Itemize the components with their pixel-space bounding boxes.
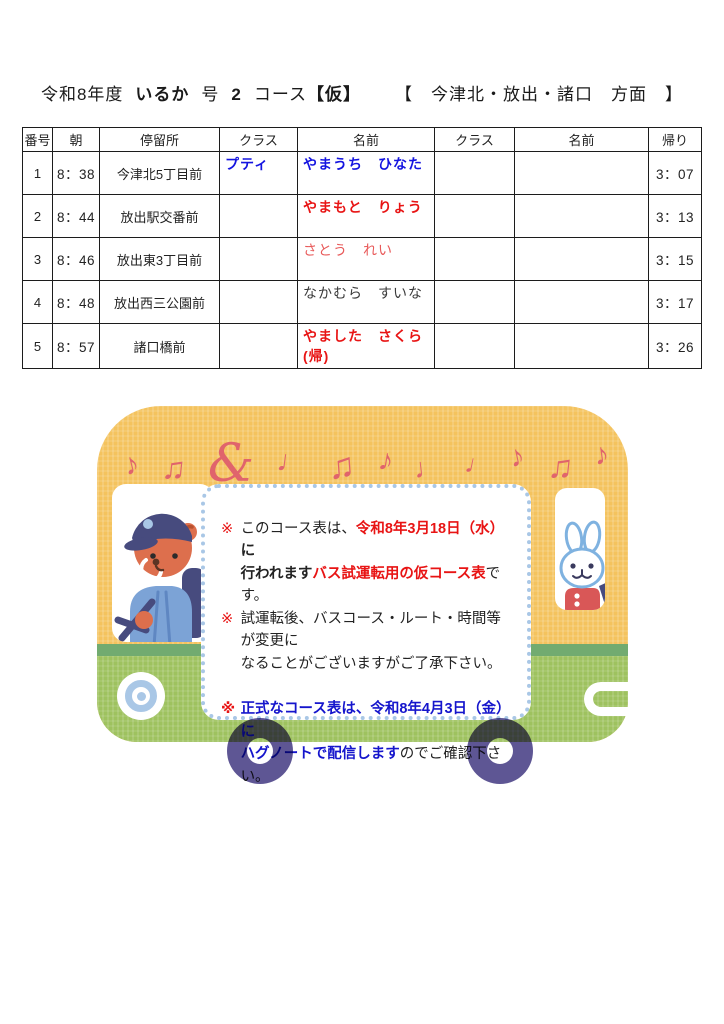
reference-mark: ※ xyxy=(221,610,234,627)
header-return: 帰り xyxy=(648,127,702,152)
student-name: さとう れい xyxy=(303,242,393,258)
notice-1-date: 令和8年3月18日（水） xyxy=(355,521,505,537)
morning-time: 8：48 xyxy=(52,280,100,324)
stop-name: 放出駅交番前 xyxy=(99,194,220,238)
headlight-icon xyxy=(117,672,165,720)
notice-panel: ※ このコース表は、令和8年3月18日（水） に 行われますバス試運転用の仮コース表… xyxy=(201,484,531,785)
reference-mark: ※ xyxy=(221,701,236,718)
notice-2: ※ 試運転後、バスコース・ルート・時間等が変更に なることがございますがご了承下さ… xyxy=(221,608,515,675)
title-course-word: コース xyxy=(253,85,308,104)
stop-name: 放出西三公園前 xyxy=(99,280,220,324)
music-note-icon: ♪ xyxy=(591,437,612,473)
table-row: 5 8：57 諸口橋前 やました さくら(帰) 3：26 xyxy=(22,323,702,369)
row-number: 4 xyxy=(22,280,53,324)
morning-time: 8：57 xyxy=(52,323,100,369)
row-number: 2 xyxy=(22,194,53,238)
title-area: 【 今津北・放出・諸口 方面 】 xyxy=(395,85,684,104)
header-class-2: クラス xyxy=(434,127,515,152)
return-time: 3：26 xyxy=(648,323,702,369)
door-handle-icon xyxy=(584,682,630,716)
notice-2-text2: なることがございますがご了承下さい。 xyxy=(240,655,502,672)
title-course-number: 2 xyxy=(231,85,242,104)
stop-name: 諸口橋前 xyxy=(99,323,220,369)
notice-1: ※ このコース表は、令和8年3月18日（水） に 行われますバス試運転用の仮コース表… xyxy=(221,518,515,608)
class-label: プティ xyxy=(225,156,270,172)
title-provisional: 【仮】 xyxy=(307,85,362,104)
music-notes-row: ♪ ♫ & ♩ ♫ ♪ ♩ ♩ ♪ ♫ ♪ xyxy=(120,422,612,490)
morning-time: 8：44 xyxy=(52,194,100,238)
bear-driver-icon xyxy=(114,513,206,642)
music-note-icon: ♩ xyxy=(462,447,494,483)
page-title: 令和8年度 いるか号 2 コース【仮】 【 今津北・放出・諸口 方面 】 xyxy=(0,80,724,105)
student-name: やまうち ひなた xyxy=(303,156,423,172)
student-name: なかむら すいな xyxy=(303,285,423,301)
header-morning: 朝 xyxy=(52,127,100,152)
row-number: 5 xyxy=(22,323,53,369)
schedule-table: 番号 朝 停留所 クラス 名前 クラス 名前 帰り 1 8：38 今津北5丁目前… xyxy=(22,127,702,369)
return-time: 3：13 xyxy=(648,194,702,238)
student-name: やまもと りょう xyxy=(303,199,423,215)
notice-1-particle: に xyxy=(240,543,256,560)
return-time: 3：15 xyxy=(648,237,702,281)
music-note-icon: ♪ xyxy=(120,446,143,483)
header-number: 番号 xyxy=(22,127,53,152)
treble-clef-icon: & xyxy=(207,434,255,494)
stop-name: 今津北5丁目前 xyxy=(99,151,220,195)
table-header-row: 番号 朝 停留所 クラス 名前 クラス 名前 帰り xyxy=(22,127,702,152)
header-name-2: 名前 xyxy=(514,127,649,152)
notice-1-text: このコース表は、 xyxy=(240,521,356,537)
bus-illustration: ♪ ♫ & ♩ ♫ ♪ ♩ ♩ ♪ ♫ ♪ xyxy=(97,406,631,786)
bus-wheel-left xyxy=(227,718,293,784)
music-note-icon: ♪ xyxy=(505,439,528,475)
header-name-1: 名前 xyxy=(297,127,435,152)
notice-1-text2: 行われます xyxy=(240,565,313,582)
title-year: 令和8年度 xyxy=(40,85,124,104)
student-name: やました さくら(帰) xyxy=(303,328,423,364)
notice-1-highlight: バス試運転用の仮コース表 xyxy=(312,565,486,582)
header-class-1: クラス xyxy=(219,127,298,152)
reference-mark: ※ xyxy=(221,521,234,537)
return-time: 3：17 xyxy=(648,280,702,324)
return-time: 3：07 xyxy=(648,151,702,195)
bus-wheel-right xyxy=(467,718,533,784)
morning-time: 8：46 xyxy=(52,237,100,281)
notice-2-text1: 試運転後、バスコース・ルート・時間等が変更に xyxy=(240,610,501,650)
row-number: 3 xyxy=(22,237,53,281)
notice-1-text3: です。 xyxy=(240,565,501,605)
music-note-icon: ♩ xyxy=(274,444,310,481)
row-number: 1 xyxy=(22,151,53,195)
driver-window xyxy=(112,484,214,642)
morning-time: 8：38 xyxy=(52,151,100,195)
header-stop: 停留所 xyxy=(99,127,220,152)
title-bus-name: いるか xyxy=(135,85,190,104)
table-row: 4 8：48 放出西三公園前 なかむら すいな 3：17 xyxy=(22,280,702,324)
table-row: 1 8：38 今津北5丁目前 プティ やまうち ひなた 3：07 xyxy=(22,151,702,195)
music-note-icon: ♪ xyxy=(375,443,397,479)
passenger-window xyxy=(555,488,605,610)
table-row: 2 8：44 放出駅交番前 やまもと りょう 3：13 xyxy=(22,194,702,238)
title-counter: 号 xyxy=(201,85,220,104)
music-note-icon: ♫ xyxy=(546,446,576,488)
rabbit-passenger-icon xyxy=(559,520,605,610)
music-note-icon: ♩ xyxy=(411,450,444,485)
bus-body: ♪ ♫ & ♩ ♫ ♪ ♩ ♩ ♪ ♫ ♪ xyxy=(97,406,630,785)
music-note-icon: ♫ xyxy=(160,448,188,488)
table-row: 3 8：46 放出東3丁目前 さとう れい 3：15 xyxy=(22,237,702,281)
stop-name: 放出東3丁目前 xyxy=(99,237,220,281)
music-note-icon: ♫ xyxy=(326,444,357,487)
